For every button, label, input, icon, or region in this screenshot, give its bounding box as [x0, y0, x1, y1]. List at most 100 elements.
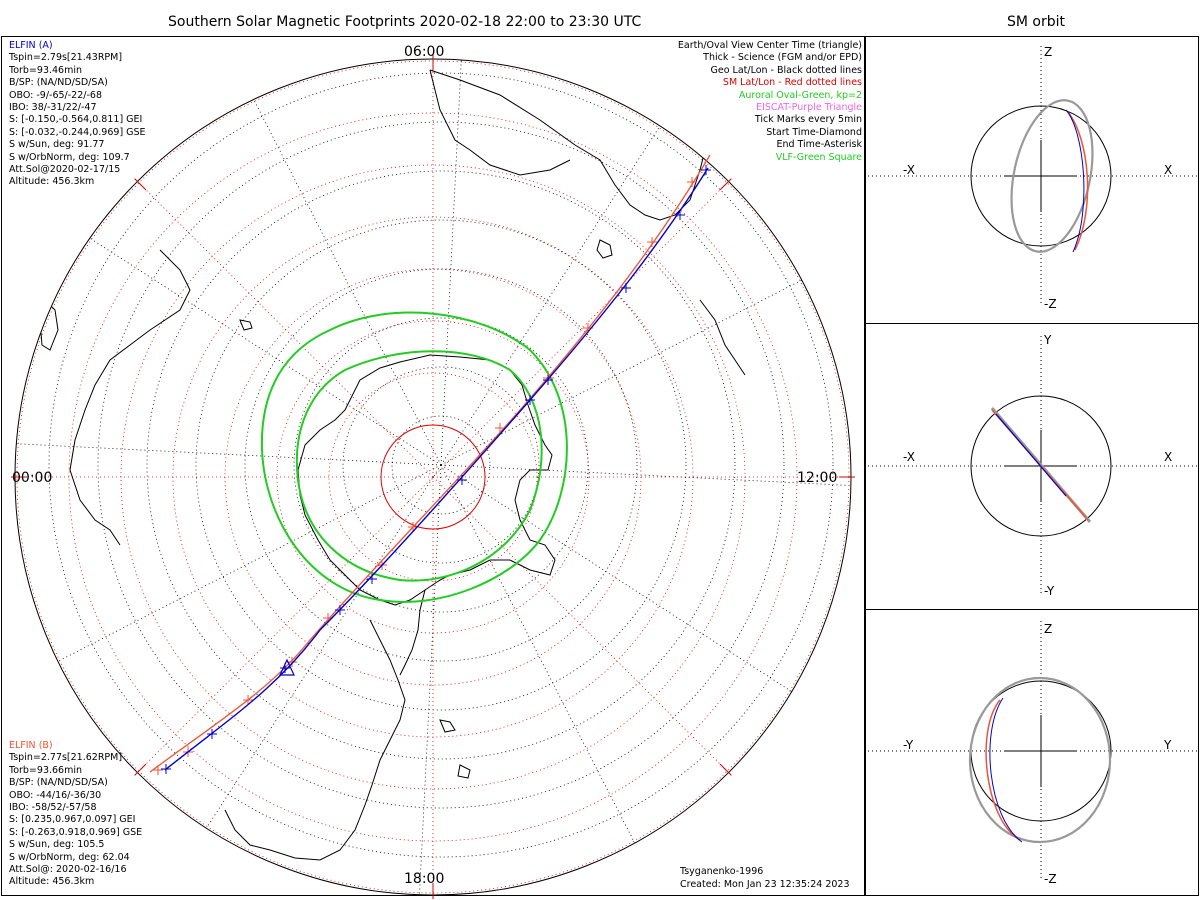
elfin-b-line: Torb=93.66min	[9, 764, 83, 776]
africa-coast	[69, 249, 191, 546]
elfin-a-line: Torb=93.46min	[9, 64, 83, 76]
orbit-xy-right: X	[1164, 450, 1173, 464]
hour-label-bottom: 18:00	[404, 871, 445, 887]
elfin-a-line: S: [-0.150,-0.564,0.811] GEI	[9, 114, 143, 126]
new-zealand-coast	[699, 299, 746, 376]
orbit-xz-left: -X	[903, 163, 915, 177]
tasmania-coast	[596, 239, 613, 259]
elfin-a-name: ELFIN (A)	[9, 40, 53, 51]
geo-latitude-circle	[146, 170, 736, 760]
legend-item: Thick - Science (FGM and/or EPD)	[703, 52, 862, 64]
elfin-a-line: S w/Sun, deg: 91.77	[9, 139, 105, 151]
geo-latitude-circle	[195, 219, 687, 711]
geo-meridian	[15, 442, 442, 466]
orbit-frame	[865, 36, 1199, 896]
satellite-tracks	[149, 154, 711, 775]
geo-meridian	[440, 59, 464, 466]
falklands-coast	[457, 764, 471, 779]
orbit-trace-yz	[968, 676, 1112, 844]
elfin-a-track	[164, 167, 709, 771]
auroral-oval-outer	[260, 311, 568, 603]
orbit-yz-top: Z	[1044, 622, 1053, 636]
elfin-b-line: S: [-0.263,0.918,0.969] GSE	[9, 826, 143, 838]
kerguelen-coast	[239, 319, 253, 331]
antarctica-coast	[297, 354, 556, 606]
south-georgia-coast	[439, 719, 456, 733]
antarctic-peninsula-coast	[399, 589, 426, 676]
elfin-b-info: ELFIN (B) Tspin=2.77s[21.62RPM] Torb=93.…	[9, 740, 142, 889]
geo-latitude-circle	[293, 317, 589, 613]
elfin-a-line: IBO: 38/-31/22/-47	[9, 102, 97, 114]
hour-label-left: 00:00	[12, 470, 53, 486]
orbit-xy-left: -X	[903, 450, 915, 464]
orbit-panels	[868, 46, 1197, 881]
elfin-b-line: S w/Sun, deg: 105.5	[9, 839, 105, 851]
sm-latlon-grid	[11, 55, 855, 899]
elfin-a-line: Tspin=2.79s[21.43RPM]	[9, 52, 123, 64]
credits-created: Created: Mon Jan 23 12:35:24 2023	[680, 879, 850, 890]
geo-latitude-circle	[244, 268, 638, 662]
orbit-trace-xz	[1010, 99, 1094, 253]
geo-meridian	[240, 74, 442, 466]
coastlines	[39, 69, 746, 861]
elfin-b-line: Tspin=2.77s[21.62RPM]	[9, 752, 123, 764]
legend-item: SM Lat/Lon - Red dotted lines	[722, 77, 862, 89]
orbit-elfin-a-xz	[1065, 109, 1085, 253]
elfin-a-line: Att.Sol@2020-02-17/15	[9, 164, 121, 176]
elfin-b-line: Altitude: 456.3km	[9, 876, 95, 888]
sm-meridian-tick	[134, 178, 147, 191]
auroral-oval-inner	[295, 350, 543, 582]
orbit-xz-right: X	[1164, 163, 1173, 177]
legend-item: Earth/Oval View Center Time (triangle)	[677, 40, 862, 51]
orbit-xy-bottom: -Y	[1044, 584, 1055, 598]
madagascar-coast	[39, 299, 59, 351]
orbit-elfin-b-yz	[985, 699, 1021, 841]
hour-label-right: 12:00	[797, 470, 838, 486]
orbit-xz-bottom: -Z	[1044, 297, 1057, 311]
geo-latitude-circle	[97, 121, 785, 809]
view-center-triangle	[279, 658, 295, 676]
elfin-b-name: ELFIN (B)	[9, 740, 53, 751]
elfin-a-line: S w/OrbNorm, deg: 109.7	[9, 151, 130, 163]
sm-meridian	[432, 181, 729, 478]
elfin-a-line: Altitude: 456.3km	[9, 176, 95, 188]
orbit-yz-right: Y	[1164, 738, 1172, 752]
south-america-coast	[224, 619, 406, 861]
auroral-oval	[260, 311, 568, 603]
legend-item: VLF-Green Square	[775, 151, 862, 163]
sm-meridian-tick	[719, 178, 732, 191]
elfin-b-line: OBO: -44/16/-36/30	[9, 789, 102, 801]
sm-meridian	[137, 476, 434, 773]
australia-coast	[429, 69, 706, 221]
credits-author: Tsyganenko-1996	[680, 866, 764, 877]
legend-item: Start Time-Diamond	[766, 126, 862, 138]
orbit-elfin-a-xy	[995, 413, 1067, 497]
elfin-b-line: B/SP: (NA/ND/SD/SA)	[9, 777, 108, 789]
elfin-b-line: Att.Sol@: 2020-02-16/16	[9, 864, 127, 876]
geo-meridian	[440, 464, 642, 856]
elfin-a-info: ELFIN (A) Tspin=2.79s[21.43RPM] Torb=93.…	[9, 40, 146, 189]
elfin-a-line: S: [-0.032,-0.244,0.969] GSE	[9, 126, 146, 138]
page-title: Southern Solar Magnetic Footprints 2020-…	[168, 14, 642, 30]
elfin-a-line: B/SP: (NA/ND/SD/SA)	[9, 77, 108, 89]
sm-meridian-tick	[719, 763, 732, 776]
orbit-yz-left: -Y	[903, 738, 914, 752]
orbit-elfin-b-xz	[1067, 111, 1089, 251]
legend-item: Auroral Oval-Green, kp=2	[738, 89, 862, 101]
geo-latitude-circle	[391, 415, 491, 515]
legend-item: End Time-Asterisk	[776, 139, 862, 151]
sm-meridian	[432, 476, 729, 773]
geo-meridian	[440, 96, 680, 466]
legend-item: Tick Marks every 5min	[754, 114, 862, 126]
geo-latitude-circle	[48, 72, 834, 858]
elfin-b-track	[149, 154, 711, 773]
orbit-xy-top: Y	[1044, 333, 1052, 347]
sm-meridian	[137, 181, 434, 478]
orbit-elfin-a-yz	[989, 697, 1023, 843]
hour-label-top: 06:00	[404, 44, 445, 60]
legend-item: Geo Lat/Lon - Black dotted lines	[710, 64, 862, 76]
legend-item: EISCAT-Purple Triangle	[756, 102, 862, 114]
sm-meridian-tick	[134, 763, 147, 776]
elfin-a-line: OBO: -9/-65/-22/-68	[9, 89, 102, 101]
